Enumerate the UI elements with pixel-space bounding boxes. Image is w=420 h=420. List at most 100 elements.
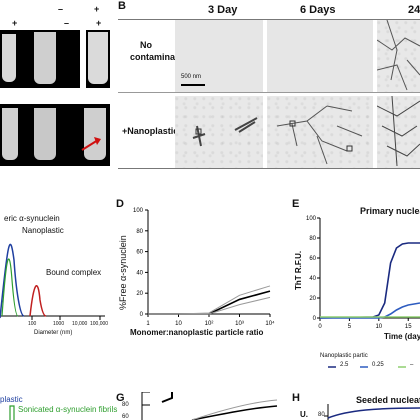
d-ytick-label: 0 xyxy=(140,312,144,318)
scale-bar xyxy=(181,84,205,86)
panel-b-letter: B xyxy=(118,0,126,12)
f-label-fibrils: Sonicated α-synuclein fibrils xyxy=(18,405,118,414)
e-xtick-label: 0 xyxy=(318,324,322,330)
tube-photo-bottom xyxy=(0,104,110,166)
c-bound-peak xyxy=(29,285,47,317)
g-ytick-80: 80 xyxy=(122,402,129,408)
e-legend-2-5: 2.5 xyxy=(340,362,349,368)
d-xtick-label: 10² xyxy=(205,321,214,327)
c-monomer-peak xyxy=(1,258,19,317)
em-image-6day-control xyxy=(267,20,373,92)
c-legend-nanoplastic: Nanoplastic xyxy=(22,226,64,235)
e-ytick-label: 40 xyxy=(309,276,316,282)
row-label-no-contaminants-1: No xyxy=(140,40,152,50)
panel-a-sign-2: – xyxy=(64,18,70,28)
e-legend-0-25: 0.25 xyxy=(372,362,384,368)
row-label-nanoplastic: +Nanoplastic xyxy=(122,126,179,136)
panel-e-chart: 100 80 60 40 20 00 5 10 15 xyxy=(306,216,420,330)
c-xtick-10000: 10,000 xyxy=(72,321,88,327)
em-image-24day-nanoplastic xyxy=(377,96,420,168)
c-legend-monomer: eric α-synuclein xyxy=(4,214,60,223)
fibril-aggregate xyxy=(377,96,420,167)
e-legend-swatches xyxy=(328,366,406,368)
e-series-1 xyxy=(319,242,420,319)
d-xtick-label: 10³ xyxy=(235,321,244,327)
fibril-cluster xyxy=(276,105,363,165)
e-xtick-label: 10 xyxy=(375,324,382,330)
g-ytick-60: 60 xyxy=(122,414,129,420)
tube xyxy=(34,32,56,84)
panel-h-chart xyxy=(324,404,420,420)
d-ytick-label: 80 xyxy=(136,229,143,235)
d-xtick-label: 10 xyxy=(175,321,182,327)
em-image-6day-nanoplastic xyxy=(267,96,373,168)
panel-g-letter: G xyxy=(116,392,125,404)
c-legend-bound: Bound complex xyxy=(46,268,102,277)
red-arrow-icon xyxy=(81,137,101,151)
panel-c-chart xyxy=(0,243,105,320)
tube xyxy=(34,108,56,160)
panel-d-chart: 100 80 60 40 20 01 10 10² 10³ 10⁴ xyxy=(133,208,275,327)
panel-g-chart xyxy=(141,392,278,420)
panel-a-sign-3: + xyxy=(94,4,100,14)
d-xtick-label: 10⁴ xyxy=(265,320,275,327)
d-ytick-label: 100 xyxy=(133,208,144,214)
e-xtick-label: 5 xyxy=(348,324,352,330)
d-series-upper xyxy=(148,285,271,315)
d-ylabel: %Free α-synuclein xyxy=(118,235,128,310)
scale-bar-label: 500 nm xyxy=(181,74,202,80)
c-xtick-100: 100 xyxy=(28,321,37,327)
panel-a-sign-1: – xyxy=(58,4,64,14)
e-xtick-label: 15 xyxy=(405,324,412,330)
d-xlabel: Monomer:nanoplastic particle ratio xyxy=(130,328,264,337)
row-label-no-contaminants-2: contaminants xyxy=(130,52,189,62)
f-label-plastic: plastic xyxy=(0,395,23,404)
h-title: Seeded nucleat xyxy=(356,395,420,405)
panel-f-chart xyxy=(9,405,15,420)
e-ytick-label: 80 xyxy=(309,236,316,242)
panel-h-letter: H xyxy=(292,392,300,404)
c-xtick-100000: 100,000 xyxy=(90,321,109,327)
e-xlabel: Time (day xyxy=(384,332,420,341)
tube xyxy=(88,32,108,84)
h-ylabel: U. xyxy=(300,410,308,419)
fibril-fragments xyxy=(192,117,258,147)
col-header-24: 24 xyxy=(408,4,420,16)
c-xtick-1000: 1000 xyxy=(53,321,65,327)
e-ytick-label: 60 xyxy=(309,256,316,262)
d-series-lower xyxy=(148,296,271,315)
e-legend-title: Nanoplastic partic xyxy=(320,353,368,359)
c-xlabel: Diameter (nm) xyxy=(34,330,73,336)
fibril-network xyxy=(377,20,420,91)
em-image-24day-control xyxy=(377,20,420,92)
panel-a-sign-4: + xyxy=(96,18,102,28)
panel-a-sign-left: + xyxy=(12,18,18,28)
em-image-3day-nanoplastic xyxy=(175,96,263,168)
col-header-3day: 3 Day xyxy=(208,4,238,16)
d-xtick-label: 1 xyxy=(146,321,150,327)
grid-line xyxy=(118,168,420,169)
tube-photo-top xyxy=(0,30,80,88)
tube-photo-top-right xyxy=(86,30,110,88)
em-image-3day-control: 500 nm xyxy=(175,20,263,92)
d-ytick-label: 40 xyxy=(136,270,143,276)
e-series-2 xyxy=(320,302,420,319)
col-header-6days: 6 Days xyxy=(300,4,336,16)
panel-d-letter: D xyxy=(116,198,124,210)
tube xyxy=(84,108,106,160)
e-title: Primary nucleat xyxy=(360,206,420,216)
e-legend-none: – xyxy=(410,362,414,368)
d-ytick-label: 60 xyxy=(136,250,143,256)
e-ytick-label: 20 xyxy=(309,296,316,302)
grid-line xyxy=(118,92,420,93)
c-nanoplastic-peak xyxy=(0,243,25,319)
tube xyxy=(2,108,18,160)
tube xyxy=(2,34,16,82)
e-ylabel: ThT R.F.U. xyxy=(294,250,303,290)
e-ytick-label: 0 xyxy=(313,316,317,322)
h-ytick-80: 80 xyxy=(318,412,325,418)
grid-line xyxy=(118,19,420,20)
e-ytick-label: 100 xyxy=(306,216,317,222)
d-series-mean xyxy=(148,290,271,315)
